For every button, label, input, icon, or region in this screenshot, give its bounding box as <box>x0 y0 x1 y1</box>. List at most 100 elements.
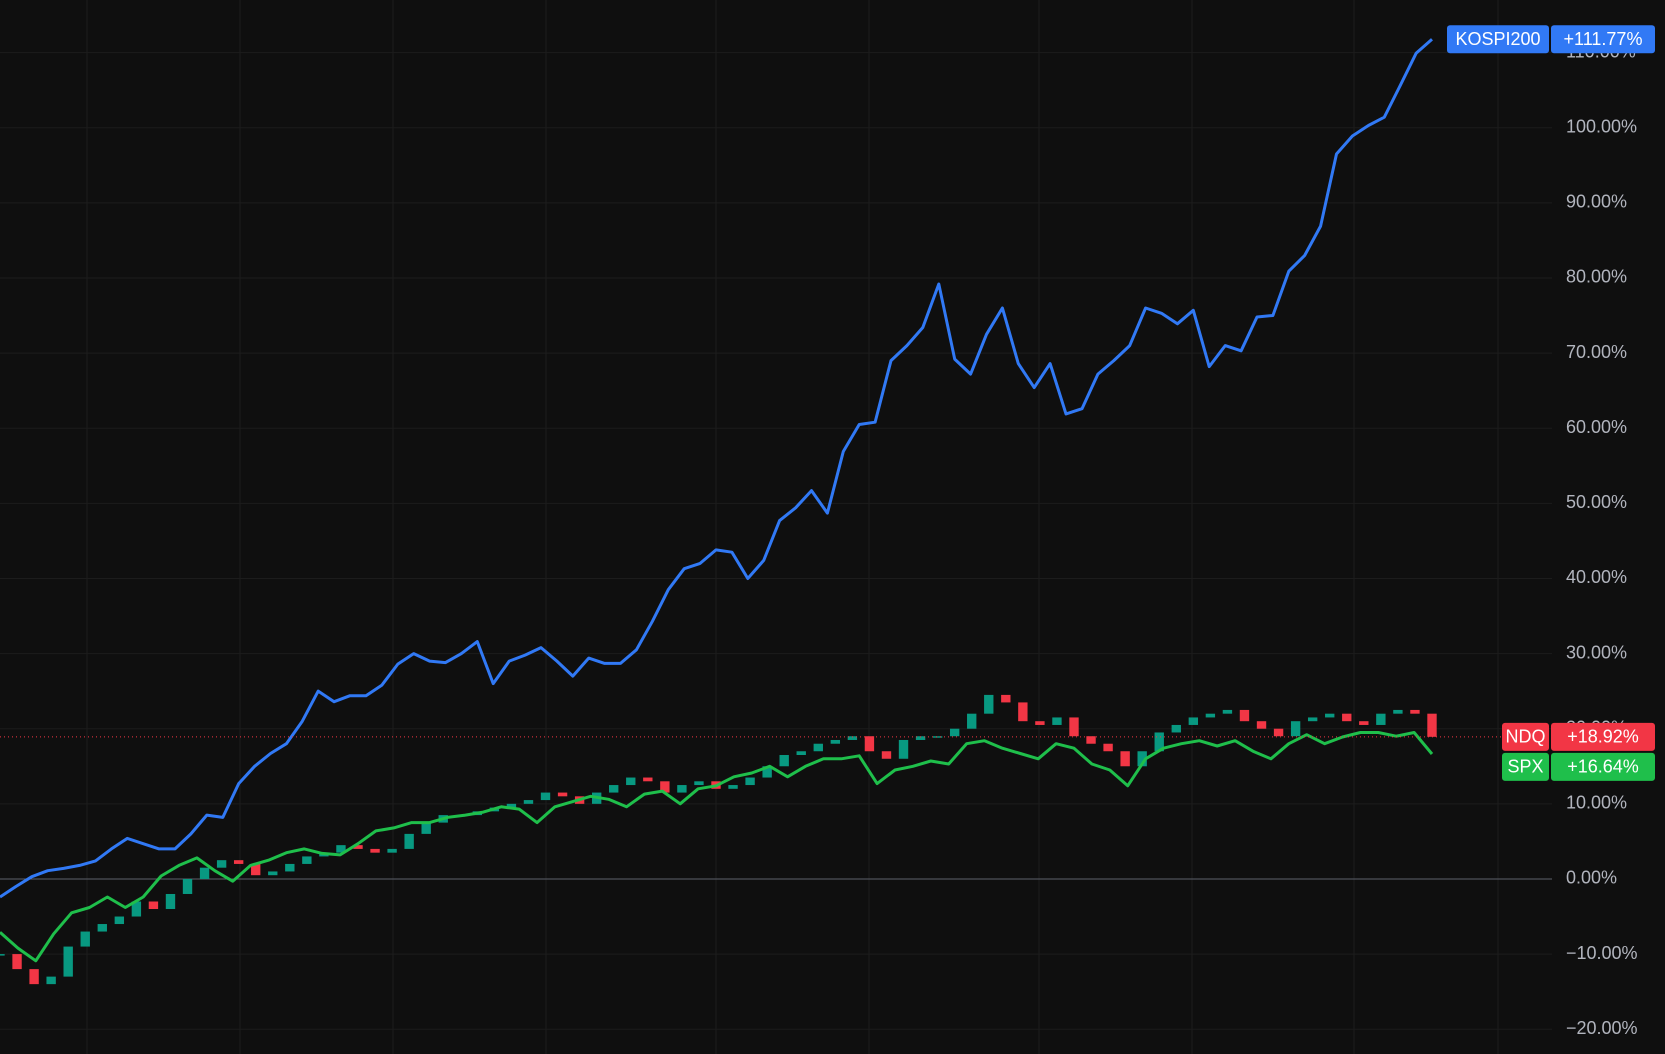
candle <box>523 800 534 804</box>
candle <box>1018 702 1028 722</box>
candle <box>353 845 363 849</box>
candle <box>540 792 551 801</box>
series-line <box>0 731 1434 963</box>
legend-label: NDQ <box>1506 727 1546 747</box>
candle <box>1069 717 1079 737</box>
candle <box>1393 709 1403 714</box>
candle <box>677 785 687 793</box>
candle <box>1307 717 1318 722</box>
candle <box>199 867 210 879</box>
candle <box>1222 709 1233 714</box>
candle <box>251 863 261 876</box>
candle <box>1171 724 1181 733</box>
candle <box>609 785 619 793</box>
candle <box>898 739 909 759</box>
candle <box>915 736 926 740</box>
candle <box>268 871 278 876</box>
candle <box>148 901 159 910</box>
candle <box>864 736 875 752</box>
legend-label: SPX <box>1507 757 1543 777</box>
series-line <box>0 38 1433 899</box>
candle <box>1188 717 1199 725</box>
candle <box>1205 713 1216 718</box>
candle <box>1427 713 1437 737</box>
candle <box>97 924 107 932</box>
series-badge: KOSPI200 +111.77% <box>1447 25 1655 54</box>
badge-value-bg <box>1551 722 1655 751</box>
y-tick-label: 80.00% <box>1566 267 1627 287</box>
badge-name-bg <box>1502 722 1549 751</box>
legend-label: KOSPI200 <box>1455 29 1540 49</box>
candle <box>506 803 517 808</box>
y-tick-label: −10.00% <box>1566 943 1638 963</box>
candle <box>557 792 568 797</box>
candle <box>643 777 653 782</box>
candle <box>779 755 789 767</box>
candle <box>1290 721 1301 737</box>
candle <box>1410 709 1420 714</box>
candle <box>847 736 858 740</box>
candle <box>1359 721 1369 725</box>
vertical-grid <box>86 0 1499 1054</box>
candle <box>29 969 39 985</box>
candle <box>984 694 994 714</box>
series-badge: SPX +16.64% <box>1502 752 1655 781</box>
candle <box>12 954 22 970</box>
candle <box>1120 751 1130 767</box>
y-tick-label: 90.00% <box>1566 192 1627 212</box>
candle <box>216 860 227 868</box>
value-label: +16.64% <box>1567 757 1639 777</box>
candle <box>796 751 806 756</box>
candle <box>336 845 346 853</box>
candle <box>1154 732 1164 752</box>
candle <box>165 893 176 910</box>
candle <box>114 916 125 925</box>
candle <box>694 781 704 786</box>
candle <box>233 860 244 864</box>
candle <box>967 713 977 729</box>
badge-value-bg <box>1551 752 1655 781</box>
badge-name-bg <box>1447 25 1549 54</box>
candle <box>0 954 5 956</box>
candle <box>745 777 755 786</box>
candle <box>1376 713 1386 725</box>
y-tick-label: 50.00% <box>1566 492 1627 512</box>
y-tick-label: 70.00% <box>1566 342 1627 362</box>
y-tick-label: 10.00% <box>1566 793 1627 813</box>
y-tick-label: 0.00% <box>1566 868 1617 888</box>
candle <box>302 856 312 864</box>
y-tick-label: 40.00% <box>1566 567 1627 587</box>
candle <box>1325 713 1335 718</box>
candle <box>1239 709 1250 722</box>
candle <box>762 766 772 778</box>
value-label: +111.77% <box>1564 29 1643 49</box>
candle <box>63 946 73 977</box>
candle <box>404 833 414 849</box>
candle <box>660 781 670 793</box>
candle <box>1137 751 1147 767</box>
candle <box>1001 694 1011 703</box>
candle <box>728 785 738 789</box>
candle <box>421 822 431 834</box>
candle <box>182 878 193 894</box>
y-tick-label: −20.00% <box>1566 1018 1638 1038</box>
candle <box>1342 713 1352 722</box>
candle <box>830 739 841 744</box>
y-tick-label: 30.00% <box>1566 642 1627 662</box>
badge-value-bg <box>1551 25 1655 54</box>
candle <box>1086 736 1096 744</box>
candle <box>387 848 397 853</box>
candle <box>285 863 295 872</box>
candle <box>626 777 636 786</box>
candle <box>80 931 90 947</box>
candle <box>131 901 142 917</box>
candle <box>1052 717 1062 725</box>
candle <box>1035 721 1045 725</box>
candle <box>1273 728 1284 737</box>
candle <box>949 728 960 737</box>
candle <box>1256 721 1267 729</box>
y-tick-label: 100.00% <box>1566 116 1637 136</box>
candle <box>932 736 943 738</box>
